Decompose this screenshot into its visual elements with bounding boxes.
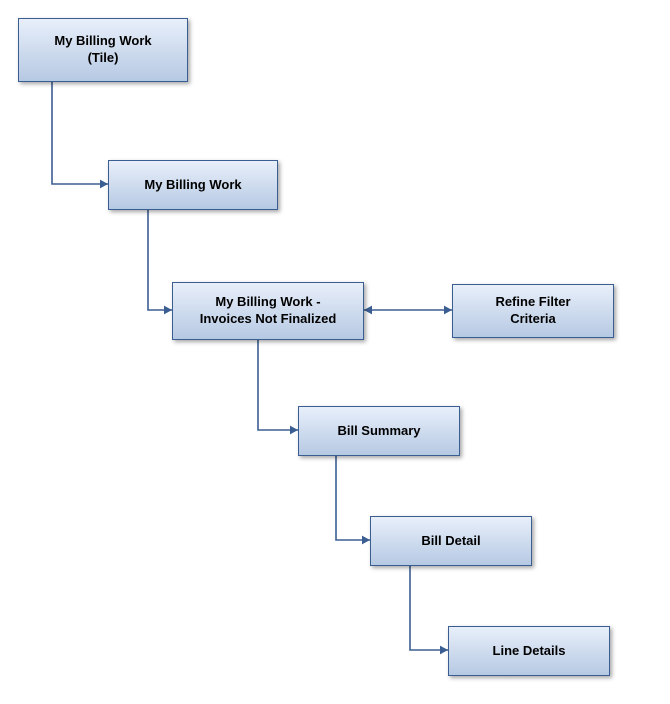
flowchart-node: Bill Summary	[298, 406, 460, 456]
edge	[148, 210, 172, 310]
node-label: My Billing Work(Tile)	[54, 33, 151, 67]
node-label: My Billing Work -Invoices Not Finalized	[200, 294, 337, 328]
node-label: Bill Summary	[337, 423, 420, 440]
node-label: Line Details	[493, 643, 566, 660]
edge	[258, 340, 298, 430]
flowchart-node: My Billing Work(Tile)	[18, 18, 188, 82]
flowchart-node: Bill Detail	[370, 516, 532, 566]
edge	[336, 456, 370, 540]
edge	[52, 82, 108, 184]
edge	[410, 566, 448, 650]
flowchart-canvas: My Billing Work(Tile) My Billing Work My B…	[0, 0, 670, 704]
flowchart-node: My Billing Work -Invoices Not Finalized	[172, 282, 364, 340]
node-label: Bill Detail	[421, 533, 480, 550]
flowchart-node: My Billing Work	[108, 160, 278, 210]
connectors-layer	[0, 0, 670, 704]
flowchart-node: Refine FilterCriteria	[452, 284, 614, 338]
node-label: Refine FilterCriteria	[495, 294, 570, 328]
flowchart-node: Line Details	[448, 626, 610, 676]
node-label: My Billing Work	[144, 177, 241, 194]
